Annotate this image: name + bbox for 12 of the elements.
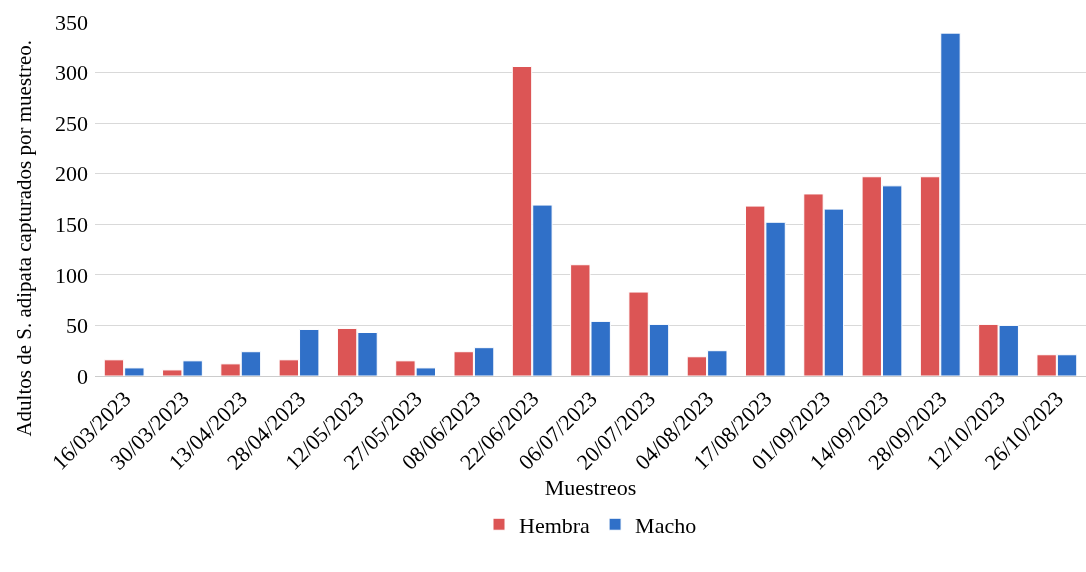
y-tick-label: 200 xyxy=(55,161,88,187)
y-tick-label: 100 xyxy=(55,262,88,288)
x-axis-title: Muestreos xyxy=(544,474,637,500)
y-tick-label: 250 xyxy=(55,110,88,136)
y-axis-title: Adultos de S. adipata capturados por muestreo. xyxy=(11,40,36,437)
y-tick-label: 150 xyxy=(55,211,88,237)
legend-label: Macho xyxy=(635,512,697,538)
y-tick-label: 300 xyxy=(55,60,88,86)
y-tick-label: 0 xyxy=(77,363,88,389)
legend-label: Hembra xyxy=(519,512,591,538)
y-tick-label: 350 xyxy=(55,9,88,35)
y-tick-label: 50 xyxy=(66,313,88,339)
